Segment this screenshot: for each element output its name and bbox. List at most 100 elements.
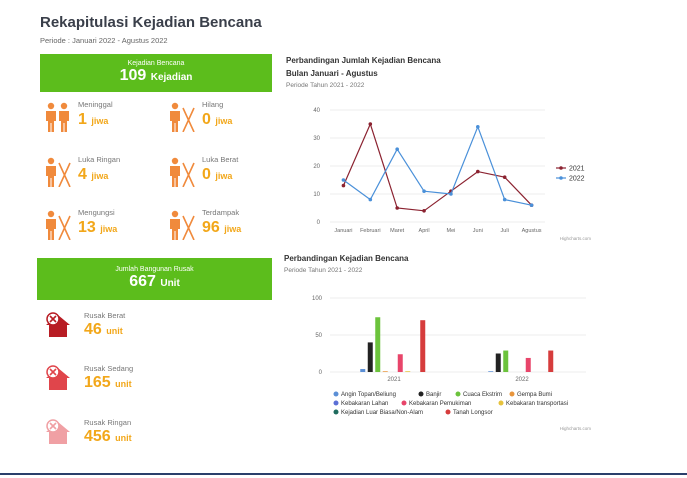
legend-label: Kejadian Luar Biasa/Non-Alam <box>341 410 423 416</box>
bar <box>525 357 531 372</box>
stat-label: Terdampak <box>202 208 240 217</box>
legend-label: Cuaca Ekstrim <box>463 392 502 398</box>
stat-unit: jiwa <box>100 224 118 234</box>
stat-unit: jiwa <box>215 171 233 181</box>
data-point <box>368 197 373 202</box>
x-tick-label: 2021 <box>387 377 401 383</box>
buildings-summary-box: Jumlah Bangunan Rusak 667 Unit <box>37 258 272 300</box>
line-chart-subtitle: Periode Tahun 2021 - 2022 <box>286 82 365 89</box>
stat-value: 4 jiwa <box>78 166 108 184</box>
bar <box>548 350 554 372</box>
damage-rusak-ringan: Rusak Ringan 456 unit <box>44 418 174 458</box>
stat-terdampak: Terdampak 96 jiwa <box>170 208 280 244</box>
data-point <box>529 203 534 207</box>
bar <box>488 371 494 372</box>
damage-label: Rusak Ringan <box>84 418 132 427</box>
y-tick-label: 50 <box>315 333 322 339</box>
buildings-unit: Unit <box>160 278 180 289</box>
y-tick-label: 0 <box>317 220 321 226</box>
legend-label: Angin Topan/Beliung <box>341 392 396 398</box>
stat-unit: jiwa <box>91 171 109 181</box>
stat-unit: jiwa <box>224 224 242 234</box>
damaged-house-icon <box>46 419 70 444</box>
x-tick-label: Februari <box>360 228 380 234</box>
data-point <box>422 189 426 193</box>
stat-number: 0 <box>202 166 211 183</box>
series-line-2022 <box>343 125 532 206</box>
bar <box>397 354 403 372</box>
stat-luka-ringan: Luka Ringan 4 jiwa <box>46 155 156 191</box>
stat-value: 0 jiwa <box>202 166 232 184</box>
bar <box>360 369 366 372</box>
x-tick-label: Agustus <box>522 228 542 234</box>
stat-value: 13 jiwa <box>78 219 117 237</box>
data-point <box>502 197 507 202</box>
legend-label: 2021 <box>569 166 585 173</box>
stat-value: 0 jiwa <box>202 111 232 129</box>
incidents-value: 109 Kejadian <box>40 67 272 85</box>
legend-label: 2022 <box>569 176 585 183</box>
stat-hilang: Hilang 0 jiwa <box>170 100 280 136</box>
legend-label: Gempa Bumi <box>517 392 552 398</box>
stat-label: Hilang <box>202 100 224 109</box>
data-point <box>368 122 373 126</box>
stat-number: 13 <box>78 219 96 236</box>
legend-marker <box>445 409 451 415</box>
people-icon <box>46 102 69 132</box>
period-text: Periode : Januari 2022 - Agustus 2022 <box>40 36 168 45</box>
legend-marker <box>418 391 424 397</box>
x-tick-label: Mei <box>447 228 456 234</box>
line-chart: 0 10 20 30 40 Januari Februari Maret April Mei Jun… <box>313 108 592 241</box>
data-point <box>476 125 480 129</box>
legend-marker <box>333 391 339 397</box>
legend-label: Kebakaran transportasi <box>506 401 568 407</box>
stat-label: Luka Berat <box>202 155 239 164</box>
stat-number: 1 <box>78 111 87 128</box>
stat-mengungsi: Mengungsi 13 jiwa <box>46 208 156 244</box>
incidents-summary-box: Kejadian Bencana 109 Kejadian <box>40 54 272 92</box>
y-tick-label: 100 <box>312 296 323 302</box>
incidents-label: Kejadian Bencana <box>127 60 185 67</box>
stat-number: 0 <box>202 111 211 128</box>
x-tick-label: Maret <box>390 228 405 234</box>
stat-label: Luka Ringan <box>78 155 121 164</box>
damage-rusak-sedang: Rusak Sedang 165 unit <box>44 364 174 404</box>
damage-number: 456 <box>84 428 111 445</box>
x-tick-label: Juni <box>473 228 483 234</box>
legend-marker <box>559 166 563 170</box>
bar <box>382 371 388 372</box>
data-point <box>476 169 480 174</box>
damage-label: Rusak Sedang <box>84 364 134 373</box>
person-displaced-icon <box>46 210 71 240</box>
footer-divider <box>0 473 687 475</box>
line-chart-title: Perbandingan Jumlah Kejadian Bencana <box>286 56 441 65</box>
person-injured-icon <box>170 157 195 187</box>
data-point <box>395 206 399 210</box>
x-tick-label: Januari <box>334 228 352 234</box>
y-tick-label: 20 <box>313 164 320 170</box>
damage-rusak-berat: Rusak Berat 46 unit <box>44 311 174 351</box>
legend-marker <box>333 400 339 406</box>
y-tick-label: 0 <box>319 370 323 376</box>
credits: Highcharts.com <box>560 426 592 431</box>
damage-value: 456 unit <box>84 428 132 446</box>
stat-value: 1 jiwa <box>78 111 108 129</box>
page-title: Rekapitulasi Kejadian Bencana <box>40 14 262 31</box>
damage-unit: unit <box>106 326 123 336</box>
line-chart-title-2: Bulan Januari - Agustus <box>286 69 378 78</box>
y-tick-label: 30 <box>313 136 320 142</box>
legend-marker <box>401 400 407 406</box>
stat-number: 4 <box>78 166 87 183</box>
legend-marker <box>559 176 563 180</box>
damage-unit: unit <box>115 379 132 389</box>
x-tick-label: 2022 <box>515 377 529 383</box>
stat-label: Mengungsi <box>78 208 115 217</box>
stat-luka-berat: Luka Berat 0 jiwa <box>170 155 280 191</box>
person-injured-icon <box>46 157 71 187</box>
y-tick-label: 40 <box>313 108 320 114</box>
bar-chart: 0 50 100 2021 2022 Angin Topan/Beliung Banjir C… <box>312 296 592 431</box>
credits: Highcharts.com <box>560 236 592 241</box>
damage-number: 165 <box>84 374 111 391</box>
person-missing-icon <box>170 102 195 132</box>
legend-label: Kebakaran Lahan <box>341 401 388 407</box>
